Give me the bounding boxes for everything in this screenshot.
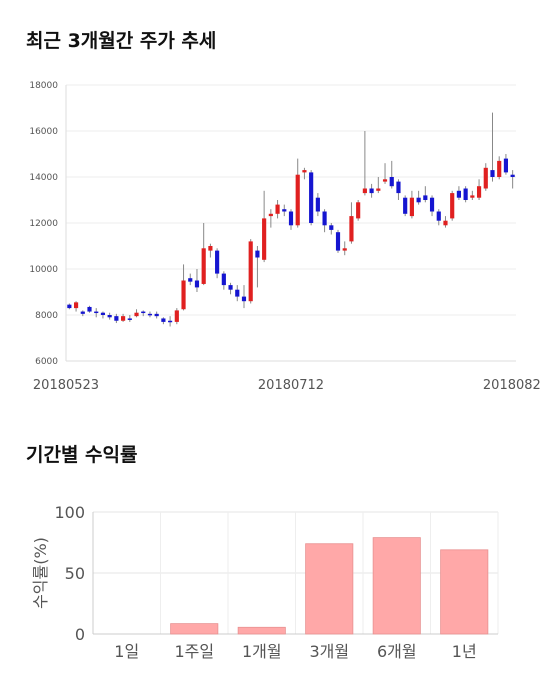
x-tick-label: 20180712 <box>258 378 324 393</box>
x-tick-label: 6개월 <box>377 642 417 661</box>
candle-body <box>409 197 414 217</box>
candle-body <box>241 296 247 302</box>
candle-body <box>275 204 280 214</box>
candle-body <box>73 302 79 309</box>
candle-body <box>215 250 220 274</box>
candle-body <box>94 311 99 314</box>
candle-body <box>121 316 126 321</box>
candle-body <box>436 211 441 221</box>
period-return-title: 기간별 수익률 <box>26 444 138 466</box>
x-tick-label: 20180523 <box>33 378 99 393</box>
candle-body <box>356 202 361 219</box>
return-bar <box>305 543 354 635</box>
candle-body <box>248 241 253 302</box>
candlestick-chart: 6000 8000 10000 12000 14000 16000 18000 2018052… <box>29 81 540 393</box>
y-tick-label: 14000 <box>29 173 58 183</box>
y-tick-label: 18000 <box>29 81 58 91</box>
x-tick-label: 20180829 <box>483 378 540 393</box>
y-tick-label: 0 <box>75 625 85 644</box>
candle-body <box>403 197 408 214</box>
x-tick-label: 1년 <box>452 642 477 661</box>
candle-body <box>503 158 509 173</box>
candle-body <box>349 216 354 242</box>
y-axis-label: 수익률(%) <box>31 537 50 609</box>
candle-body <box>483 167 488 189</box>
candle-body <box>107 315 112 318</box>
candle-body <box>208 246 213 251</box>
candle-body <box>362 188 367 194</box>
candle-body <box>329 225 334 230</box>
candle-body <box>114 316 119 321</box>
y-tick-label: 10000 <box>29 265 58 275</box>
candle-body <box>201 248 206 284</box>
y-tick-label: 100 <box>54 503 85 522</box>
candle-body <box>335 232 341 251</box>
y-tick-label: 6000 <box>35 357 58 367</box>
candle-body <box>322 211 327 226</box>
candle-body <box>194 280 200 288</box>
return-bar-chart: 0 50 100 1일 1주일 1개월 3개월 6개월 1년 수익률(%) <box>31 503 499 661</box>
candle-body <box>376 188 381 191</box>
candle-body <box>456 190 461 198</box>
candle-body <box>255 250 260 258</box>
return-bar <box>170 623 219 635</box>
candle-body <box>268 213 273 217</box>
candle-body <box>87 306 92 312</box>
candle-body <box>174 310 179 322</box>
candle-body <box>181 280 186 310</box>
candle-body <box>228 285 233 290</box>
candle-body <box>429 197 435 212</box>
candle-body <box>147 313 153 316</box>
candle-body <box>476 186 482 198</box>
candle-body <box>389 177 394 187</box>
candle-body <box>134 312 139 317</box>
candle-body <box>161 318 166 322</box>
candle-body <box>309 172 314 223</box>
candle-body <box>168 320 173 323</box>
candle-body <box>80 311 85 314</box>
return-bar <box>237 626 286 635</box>
candle-body <box>262 218 267 260</box>
candle-body <box>443 220 448 226</box>
x-tick-label: 1주일 <box>174 642 214 661</box>
x-tick-label: 1일 <box>114 642 139 661</box>
candle-body <box>396 181 401 194</box>
y-tick-label: 8000 <box>35 311 58 321</box>
candle-body <box>510 174 515 177</box>
candle-body <box>490 170 495 177</box>
candle-body <box>188 278 193 282</box>
candle-body <box>369 188 374 194</box>
candle-body <box>127 318 132 320</box>
price-trend-title: 최근 3개월간 주가 추세 <box>26 30 217 52</box>
candle-body <box>67 304 72 309</box>
candle-body <box>497 160 502 177</box>
return-bar <box>440 549 489 635</box>
candle-body <box>154 313 159 317</box>
candle-body <box>470 195 475 198</box>
candle-body <box>235 289 240 297</box>
candle-body <box>416 197 421 203</box>
candle-body <box>295 174 300 226</box>
x-tick-label: 3개월 <box>309 642 349 661</box>
candle-body <box>382 179 388 182</box>
candle-body <box>141 311 146 314</box>
y-tick-label: 16000 <box>29 127 58 137</box>
candle-body <box>450 193 455 219</box>
candle-body <box>100 312 106 315</box>
candle-body <box>342 248 347 251</box>
candle-body <box>282 209 287 212</box>
candle-body <box>315 197 320 212</box>
candle-body <box>288 211 294 226</box>
y-tick-label: 12000 <box>29 219 58 229</box>
candle-body <box>423 195 428 200</box>
candle-body <box>221 273 226 286</box>
candle-body <box>302 170 307 173</box>
x-tick-label: 1개월 <box>242 642 282 661</box>
y-tick-label: 50 <box>65 564 85 583</box>
candle-body <box>463 188 468 200</box>
return-bar <box>372 537 421 635</box>
